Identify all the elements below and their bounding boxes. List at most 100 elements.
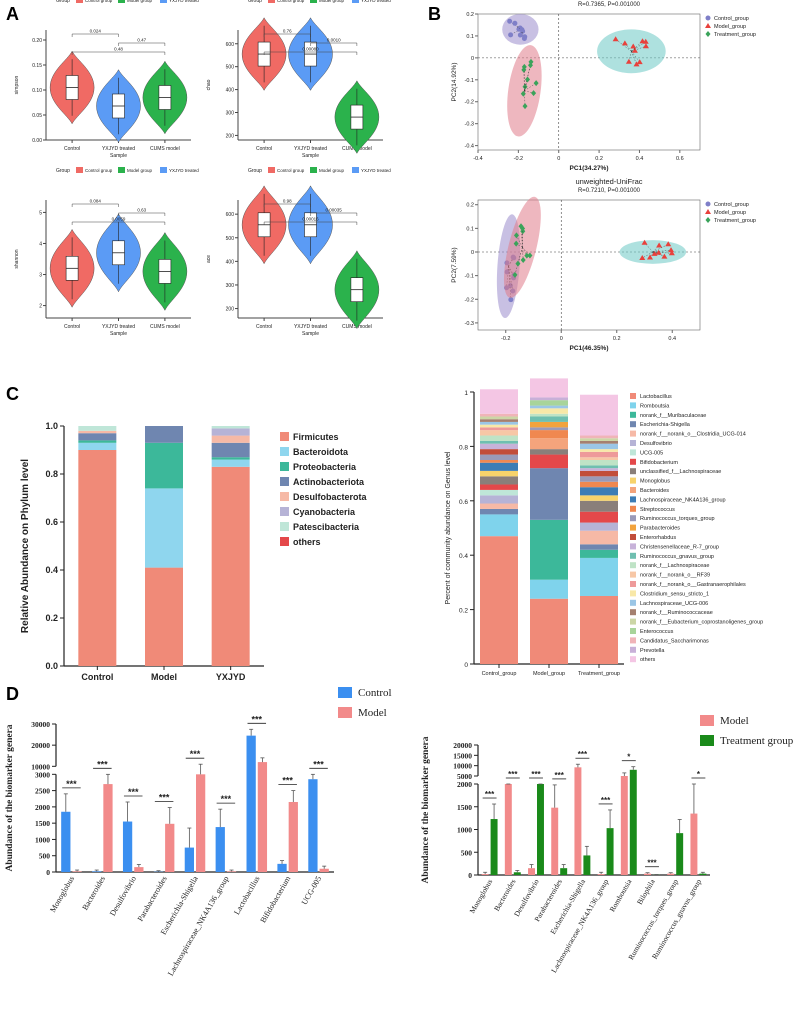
stacked-segment	[480, 430, 518, 436]
legend-label: Control group	[85, 168, 113, 173]
data-bar	[513, 872, 521, 875]
stacked-segment	[530, 454, 568, 469]
treatment-point	[520, 90, 526, 97]
stacked-segment	[580, 500, 618, 512]
x-tick-label: Control	[64, 146, 80, 152]
y-tick-label: 1000	[35, 835, 50, 844]
sig-label: ***	[555, 771, 565, 780]
y-tick-label: 5000	[457, 772, 472, 781]
model-point	[639, 255, 646, 261]
y-tick-label: 1500	[35, 819, 50, 828]
legend-title: Group	[56, 168, 70, 174]
stacked-segment	[211, 466, 250, 666]
stacked-segment	[480, 419, 518, 422]
stacked-segment	[480, 489, 518, 496]
model-point	[625, 58, 632, 64]
x-tick-label: Control_group	[482, 671, 517, 677]
legend-label: Enterorhabdus	[640, 535, 676, 541]
y-tick-label: 0.20	[32, 38, 42, 44]
treatment-point	[521, 63, 527, 70]
legend-label: norank_f__norank_o__Gastranaerophilales	[640, 582, 746, 588]
legend-swatch	[76, 0, 83, 3]
legend-label: Streptococcus	[640, 507, 675, 513]
y-tick-label: 20000	[453, 741, 472, 750]
y-tick-label: 500	[226, 236, 235, 242]
stacked-segment	[78, 440, 117, 443]
stacked-segment	[530, 397, 568, 401]
p-value-label: 0.0010	[327, 38, 341, 43]
stacked-segment	[480, 470, 518, 477]
legend-swatch	[630, 656, 636, 663]
stacked-segment	[480, 454, 518, 460]
stacked-segment	[580, 438, 618, 441]
treatment-point	[513, 232, 519, 239]
y-tick-label: 0	[468, 871, 472, 880]
p-value-label: 0.76	[283, 29, 292, 34]
x-tick-label: 0.4	[636, 156, 644, 162]
legend-swatch	[268, 167, 275, 173]
legend-marker	[705, 23, 711, 28]
y-tick-label: 0	[464, 662, 468, 669]
y-tick-label: 0.2	[466, 203, 474, 209]
treatment-point	[527, 62, 533, 69]
p-value-label: 0.00080	[302, 47, 319, 52]
legend-label: YXJYD treated	[169, 168, 199, 173]
control-point	[508, 32, 514, 38]
data-bar	[165, 823, 175, 872]
y-tick-label: 1.0	[45, 421, 58, 431]
y-tick-label: 20000	[31, 741, 50, 750]
stacked-segment	[211, 459, 250, 467]
stacked-segment	[580, 495, 618, 501]
legend-swatch	[338, 707, 352, 718]
centroid-link	[520, 226, 523, 248]
stacked-segment	[480, 462, 518, 471]
stacked-segment	[580, 394, 618, 436]
legend-swatch	[310, 167, 317, 173]
data-bar	[504, 784, 512, 875]
legend-label: unclassified_f__Lachnospiraceae	[640, 469, 721, 475]
y-axis-label: Percent of community abundance on Genus …	[445, 451, 452, 604]
stacked-segment	[530, 427, 568, 431]
data-bar	[319, 868, 329, 872]
stacked-segment	[480, 484, 518, 490]
legend-swatch	[280, 492, 289, 501]
y-tick-label: 0.2	[459, 608, 468, 615]
legend-label: others	[293, 537, 321, 547]
x-tick-label: UCG-005	[300, 875, 324, 907]
model-point	[668, 247, 675, 253]
stacked-segment	[580, 435, 618, 439]
legend-swatch	[630, 402, 636, 409]
legend-label: norank_f__Muribaculaceae	[640, 413, 706, 419]
y-tick-label: 0.6	[45, 517, 58, 527]
stacked-segment	[145, 488, 183, 568]
data-bar	[574, 767, 582, 875]
panel-label-d: D	[6, 684, 19, 704]
legend-label: norank_f__Ruminococcaceae	[640, 610, 713, 616]
y-axis-label: Relative Abundance on Phylum level	[20, 459, 31, 633]
legend-label: norank_f__Lachnospiraceae	[640, 563, 709, 569]
y-tick-label: 1	[464, 390, 468, 397]
x-axis-label: Sample	[110, 331, 127, 337]
legend-swatch	[630, 411, 636, 418]
stacked-segment	[580, 465, 618, 469]
legend-swatch	[630, 449, 636, 456]
sig-label: ***	[508, 770, 518, 779]
x-tick-label: Control	[256, 146, 272, 152]
p-value-label: 0.00035	[326, 208, 343, 213]
legend-swatch	[280, 537, 289, 546]
legend-label: Patescibacteria	[293, 522, 360, 532]
y-tick-label: 0.1	[466, 34, 474, 40]
data-bar	[629, 769, 637, 875]
stacked-segment	[480, 508, 518, 515]
treatment-point	[513, 240, 519, 247]
legend-label: Model	[720, 715, 749, 727]
control-point	[512, 20, 518, 26]
y-tick-label: -0.1	[465, 78, 474, 84]
y-tick-label: 0.4	[459, 553, 468, 560]
legend-swatch	[160, 167, 167, 173]
legend-label: Model_group	[714, 24, 746, 30]
p-value-label: 0.98	[283, 199, 292, 204]
y-tick-label: 600	[226, 212, 235, 218]
control-point	[522, 34, 528, 40]
control-point	[517, 32, 523, 38]
